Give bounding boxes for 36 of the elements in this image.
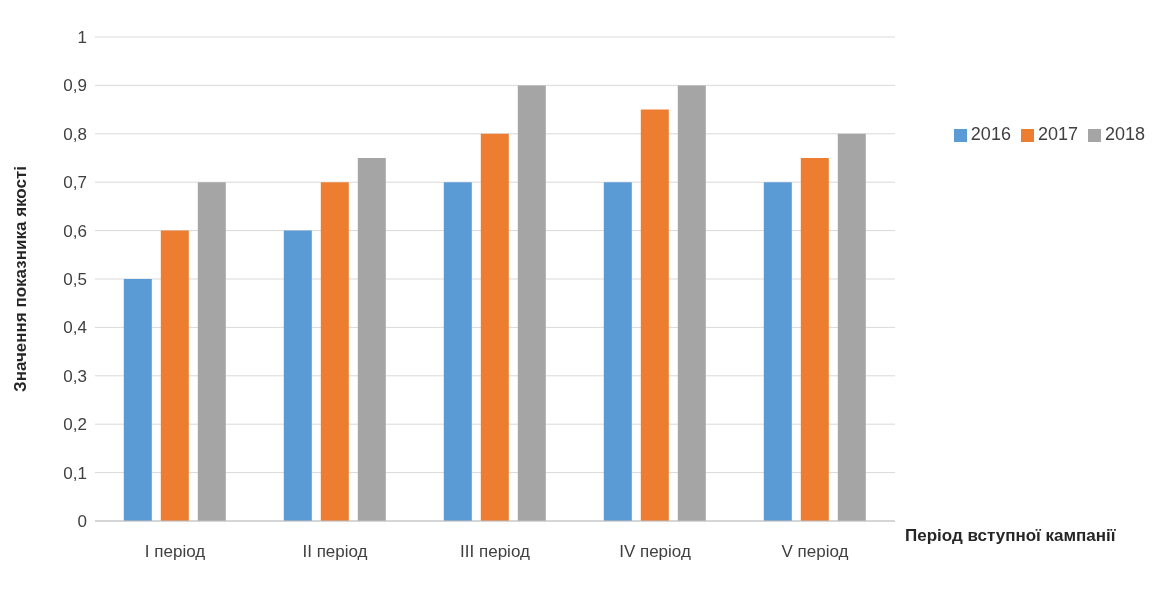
y-tick-label: 0,5	[63, 270, 87, 290]
x-tick-label: V період	[781, 542, 849, 562]
bar	[283, 230, 312, 521]
legend-label: 2016	[970, 124, 1011, 144]
y-tick-label: 0,4	[63, 318, 87, 338]
x-tick-label: I період	[144, 542, 206, 562]
bar	[640, 109, 669, 521]
y-tick-label: 0,2	[63, 415, 87, 435]
y-tick-label: 0	[77, 512, 87, 532]
y-tick-label: 0,9	[63, 76, 87, 96]
bar	[837, 133, 866, 521]
x-axis-title: Період вступної кампанії	[905, 526, 1116, 546]
bar	[763, 182, 792, 521]
bar	[480, 133, 509, 521]
bar	[443, 182, 472, 521]
y-axis-title: Значення показника якості	[11, 166, 31, 392]
bar	[603, 182, 632, 521]
x-tick-label: II період	[302, 542, 368, 562]
x-tick-label: IV період	[619, 542, 691, 562]
bar	[800, 158, 829, 521]
bar	[357, 158, 386, 521]
y-tick-label: 1	[77, 28, 87, 48]
x-tick-label: III період	[460, 542, 530, 562]
bar	[320, 182, 349, 521]
y-tick-label: 0,1	[63, 463, 87, 483]
bar	[160, 230, 189, 521]
bar	[123, 279, 152, 521]
legend-label: 2018	[1104, 124, 1145, 144]
bar	[677, 85, 706, 521]
bar	[517, 85, 546, 521]
bar	[197, 182, 226, 521]
y-tick-label: 0,7	[63, 173, 87, 193]
y-tick-label: 0,3	[63, 366, 87, 386]
y-tick-label: 0,8	[63, 124, 87, 144]
legend-label: 2017	[1037, 124, 1078, 144]
y-tick-label: 0,6	[63, 221, 87, 241]
